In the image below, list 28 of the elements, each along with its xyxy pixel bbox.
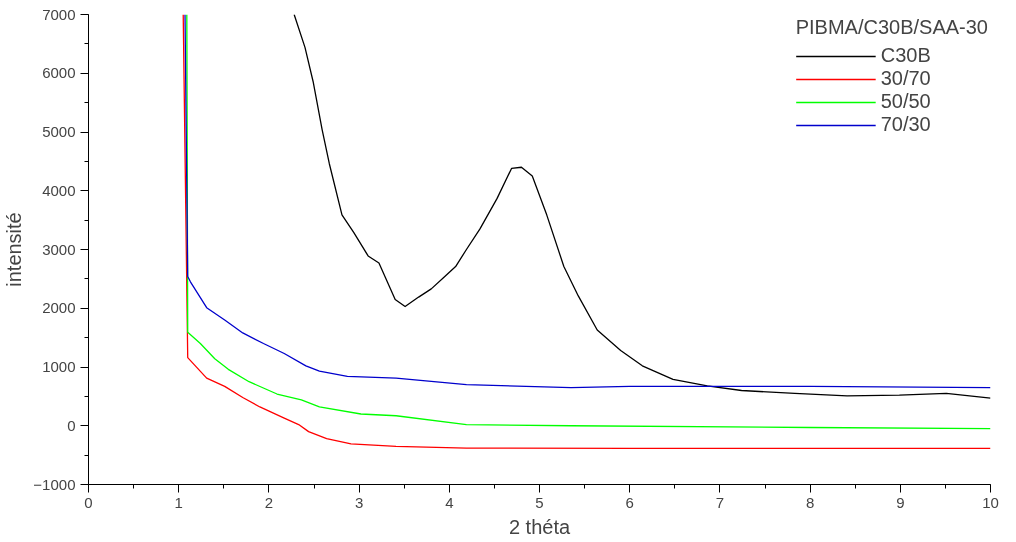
legend-label: 30/70 — [880, 67, 931, 90]
y-tick-label: 0 — [67, 416, 76, 434]
x-tick-label: 1 — [174, 493, 183, 511]
x-tick-label: 10 — [982, 493, 999, 511]
y-tick-label: 1000 — [42, 358, 76, 375]
y-tick-label: 6000 — [42, 64, 76, 82]
legend-title: PIBMA/C30B/SAA-30 — [795, 16, 988, 39]
x-tick-label: 7 — [715, 493, 725, 511]
y-tick-label: 4000 — [42, 181, 76, 199]
y-tick-label: 5000 — [42, 123, 76, 140]
y-tick-label: 2000 — [42, 299, 76, 317]
legend-label: 70/30 — [880, 113, 931, 136]
x-tick-label: 5 — [535, 493, 544, 511]
legend-label: 50/50 — [880, 90, 931, 113]
y-axis-title: intensité — [3, 212, 26, 287]
x-tick-label: 2 — [264, 493, 274, 511]
y-tick-label: −1000 — [33, 475, 76, 493]
x-axis-title: 2 théta — [508, 515, 571, 538]
x-tick-label: 0 — [84, 493, 93, 511]
y-tick-label: 3000 — [42, 240, 76, 258]
x-tick-label: 8 — [805, 493, 815, 511]
x-tick-label: 4 — [445, 493, 454, 511]
y-tick-label: 7000 — [42, 5, 76, 23]
x-tick-label: 3 — [354, 493, 364, 511]
x-tick-label: 6 — [625, 493, 634, 511]
legend-label: C30B — [880, 44, 931, 67]
line-series — [293, 14, 991, 399]
x-tick-label: 9 — [896, 493, 905, 511]
